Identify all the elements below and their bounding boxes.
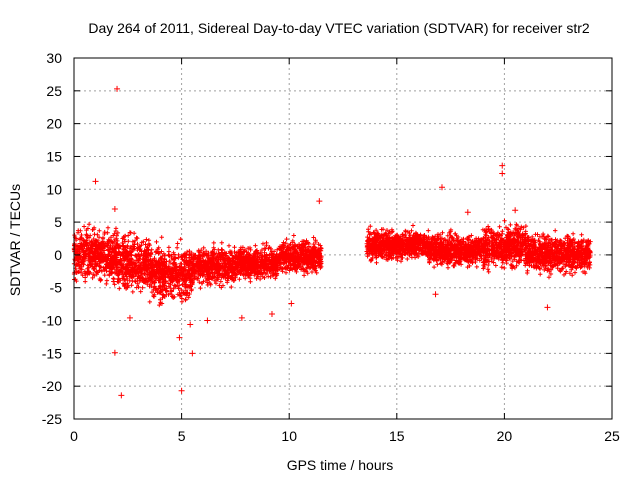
y-tick-label: -20 bbox=[42, 378, 62, 394]
x-tick-label: 10 bbox=[281, 428, 297, 444]
outlier-point bbox=[464, 209, 471, 216]
outlier-point bbox=[118, 392, 125, 399]
outlier-point bbox=[126, 314, 133, 321]
outlier-point bbox=[316, 198, 323, 205]
outlier-point bbox=[268, 310, 275, 317]
y-tick-label: 5 bbox=[54, 214, 62, 230]
y-tick-label: 30 bbox=[46, 50, 62, 66]
outlier-point bbox=[512, 207, 519, 214]
data-points bbox=[71, 85, 593, 399]
x-tick-label: 25 bbox=[604, 428, 620, 444]
outlier-point bbox=[238, 314, 245, 321]
y-tick-label: 20 bbox=[46, 116, 62, 132]
outlier-point bbox=[178, 387, 185, 394]
x-axis-label: GPS time / hours bbox=[287, 457, 394, 473]
chart-title: Day 264 of 2011, Sidereal Day-to-day VTE… bbox=[88, 20, 590, 36]
outlier-point bbox=[176, 334, 183, 341]
y-tick-label: -15 bbox=[42, 345, 62, 361]
outlier-point bbox=[204, 317, 211, 324]
outlier-point bbox=[111, 349, 118, 356]
plot-frame bbox=[73, 57, 613, 420]
y-tick-label: -10 bbox=[42, 313, 62, 329]
y-tick-label: -25 bbox=[42, 411, 62, 427]
outlier-point bbox=[438, 184, 445, 191]
outlier-point bbox=[189, 350, 196, 357]
y-tick-label: 0 bbox=[54, 247, 62, 263]
outlier-point bbox=[544, 304, 551, 311]
x-tick-label: 5 bbox=[178, 428, 186, 444]
outlier-point bbox=[92, 178, 99, 185]
y-tick-label: 15 bbox=[46, 148, 62, 164]
y-axis-label: SDTVAR / TECUs bbox=[7, 184, 23, 296]
x-tick-label: 15 bbox=[389, 428, 405, 444]
outlier-point bbox=[499, 170, 506, 177]
data-point-cloud bbox=[71, 218, 593, 308]
outlier-point bbox=[432, 291, 439, 298]
axis-ticks: 0 5 10 15 20 25 -25 -20 -15 -10 -5 0 5 10 15 20 25 30 bbox=[42, 50, 620, 444]
y-tick-label: 25 bbox=[46, 83, 62, 99]
outlier-point bbox=[111, 205, 118, 212]
outlier-point bbox=[114, 85, 121, 92]
y-tick-label: 10 bbox=[46, 181, 62, 197]
x-tick-label: 0 bbox=[70, 428, 78, 444]
x-tick-label: 20 bbox=[497, 428, 513, 444]
outlier-point bbox=[499, 162, 506, 169]
outlier-point bbox=[288, 300, 295, 307]
outlier-point bbox=[187, 321, 194, 328]
y-tick-label: -5 bbox=[50, 280, 63, 296]
